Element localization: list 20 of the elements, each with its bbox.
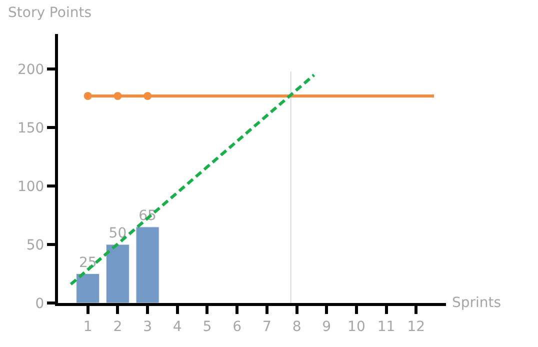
x-axis-title: Sprints	[452, 295, 502, 311]
y-axis-title: Story Points	[8, 5, 92, 21]
x-tick-label: 4	[172, 318, 182, 335]
data-label: 50	[108, 226, 127, 242]
x-tick-label: 9	[322, 318, 332, 335]
x-tick-label: 8	[292, 318, 302, 335]
x-tick-label: 11	[377, 318, 396, 335]
y-tick-label: 200	[17, 62, 44, 78]
x-tick-label: 2	[113, 318, 122, 335]
x-tick-label: 5	[202, 318, 212, 335]
y-tick-label: 100	[17, 178, 44, 195]
y-tick-label: 150	[17, 120, 44, 136]
y-tick-label: 0	[35, 296, 44, 312]
x-tick-label: 7	[262, 318, 272, 335]
y-tick-label: 50	[26, 237, 44, 254]
x-tick-label: 1	[83, 318, 92, 335]
x-tick-label: 6	[232, 318, 242, 335]
x-tick-label: 3	[143, 318, 152, 335]
x-tick-label: 12	[407, 318, 426, 335]
x-tick-label: 10	[348, 318, 366, 335]
